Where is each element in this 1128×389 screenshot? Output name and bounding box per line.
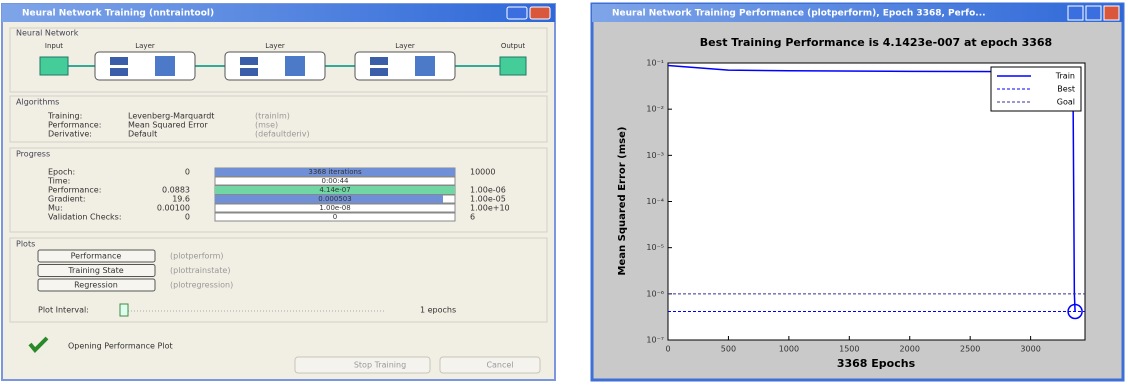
x-tick-label: 2000 — [900, 345, 920, 354]
progress-start: 19.6 — [172, 195, 190, 204]
algo-label: Derivative: — [48, 130, 92, 139]
legend-label: Train — [1055, 72, 1075, 81]
progress-label: Mu: — [48, 204, 63, 213]
progress-label: Performance: — [48, 186, 101, 195]
y-tick-label: 10⁻⁷ — [646, 336, 664, 345]
progress-end: 6 — [470, 213, 475, 222]
y-tick-label: 10⁻⁶ — [646, 289, 664, 298]
maximize-button[interactable] — [1086, 6, 1101, 20]
y-axis-label: Mean Squared Error (mse) — [617, 127, 628, 276]
button-label: Training State — [67, 266, 123, 275]
interval-value: 1 epochs — [420, 306, 456, 315]
x-tick-label: 2500 — [960, 345, 980, 354]
status-text: Opening Performance Plot — [68, 342, 173, 351]
node-label: Output — [501, 42, 526, 50]
legend-label: Best — [1057, 85, 1075, 94]
progress-current: 3368 iterations — [308, 168, 362, 176]
legend-label: Goal — [1057, 98, 1075, 107]
network-diagram — [40, 52, 526, 80]
algo-function: (mse) — [255, 121, 278, 130]
progress-current: 4.14e-07 — [319, 186, 350, 194]
progress-end: 10000 — [470, 168, 495, 177]
progress-start: 0.0883 — [162, 186, 190, 195]
chart-title: Best Training Performance is 4.1423e-007… — [700, 36, 1052, 49]
progress-current: 1.00e-08 — [319, 204, 350, 212]
button-label: Performance — [71, 252, 122, 261]
x-tick-label: 3000 — [1020, 345, 1040, 354]
button-label: Regression — [74, 281, 118, 290]
progress-end: 1.00e-06 — [470, 186, 506, 195]
progress-start: 0.00100 — [157, 204, 190, 213]
progress-end: 1.00e+10 — [470, 204, 510, 213]
window-title: Neural Network Training (nntraintool) — [22, 9, 214, 19]
progress-current: 0:00:44 — [322, 177, 350, 185]
progress-start: 0 — [185, 168, 190, 177]
y-tick-label: 10⁻² — [646, 105, 664, 114]
y-tick-label: 10⁻⁵ — [646, 243, 664, 252]
node-label: Layer — [265, 42, 285, 50]
plot-function: (plotregression) — [170, 281, 233, 290]
node-label: Layer — [395, 42, 415, 50]
y-tick-label: 10⁻¹ — [646, 59, 664, 68]
section-heading: Progress — [16, 150, 50, 159]
progress-end: 1.00e-05 — [470, 195, 506, 204]
algo-value: Levenberg-Marquardt — [128, 112, 214, 121]
progress-current: 0.000503 — [318, 195, 351, 203]
algo-label: Training: — [47, 112, 82, 121]
x-tick-label: 0 — [665, 345, 670, 354]
close-button[interactable] — [1104, 6, 1119, 20]
x-axis-label: 3368 Epochs — [837, 357, 916, 370]
button-label: Cancel — [486, 361, 513, 370]
algo-label: Performance: — [48, 121, 101, 130]
close-button[interactable] — [530, 7, 550, 19]
algo-value: Mean Squared Error — [128, 121, 208, 130]
node-label: Input — [45, 42, 63, 50]
algo-function: (defaultderiv) — [255, 130, 310, 139]
section-heading: Plots — [16, 240, 35, 249]
plot-function: (plottrainstate) — [170, 266, 230, 275]
y-tick-label: 10⁻⁴ — [646, 197, 664, 206]
minimize-button[interactable] — [507, 7, 527, 19]
x-tick-label: 500 — [721, 345, 736, 354]
plot-function: (plotperform) — [170, 252, 224, 261]
progress-label: Validation Checks: — [48, 213, 122, 222]
section-heading: Neural Network — [16, 29, 79, 38]
node-label: Layer — [135, 42, 155, 50]
button-label: Stop Training — [354, 361, 406, 370]
y-tick-label: 10⁻³ — [646, 151, 664, 160]
screen: Neural Network Training (nntraintool) Ne… — [0, 0, 1128, 385]
progress-label: Gradient: — [48, 195, 86, 204]
x-tick-label: 1000 — [779, 345, 799, 354]
progress-label: Epoch: — [48, 168, 75, 177]
x-tick-label: 1500 — [839, 345, 859, 354]
algo-value: Default — [128, 130, 157, 139]
minimize-button[interactable] — [1068, 6, 1083, 20]
progress-current: 0 — [333, 213, 337, 221]
interval-label: Plot Interval: — [38, 306, 89, 315]
window-title: Neural Network Training Performance (plo… — [612, 9, 986, 19]
progress-label: Time: — [47, 177, 70, 186]
algo-function: (trainlm) — [255, 112, 290, 121]
performance-window: Neural Network Training Performance (plo… — [592, 4, 1123, 380]
slider-thumb[interactable] — [120, 304, 128, 316]
progress-start: 0 — [185, 213, 190, 222]
section-heading: Algorithms — [16, 98, 59, 107]
